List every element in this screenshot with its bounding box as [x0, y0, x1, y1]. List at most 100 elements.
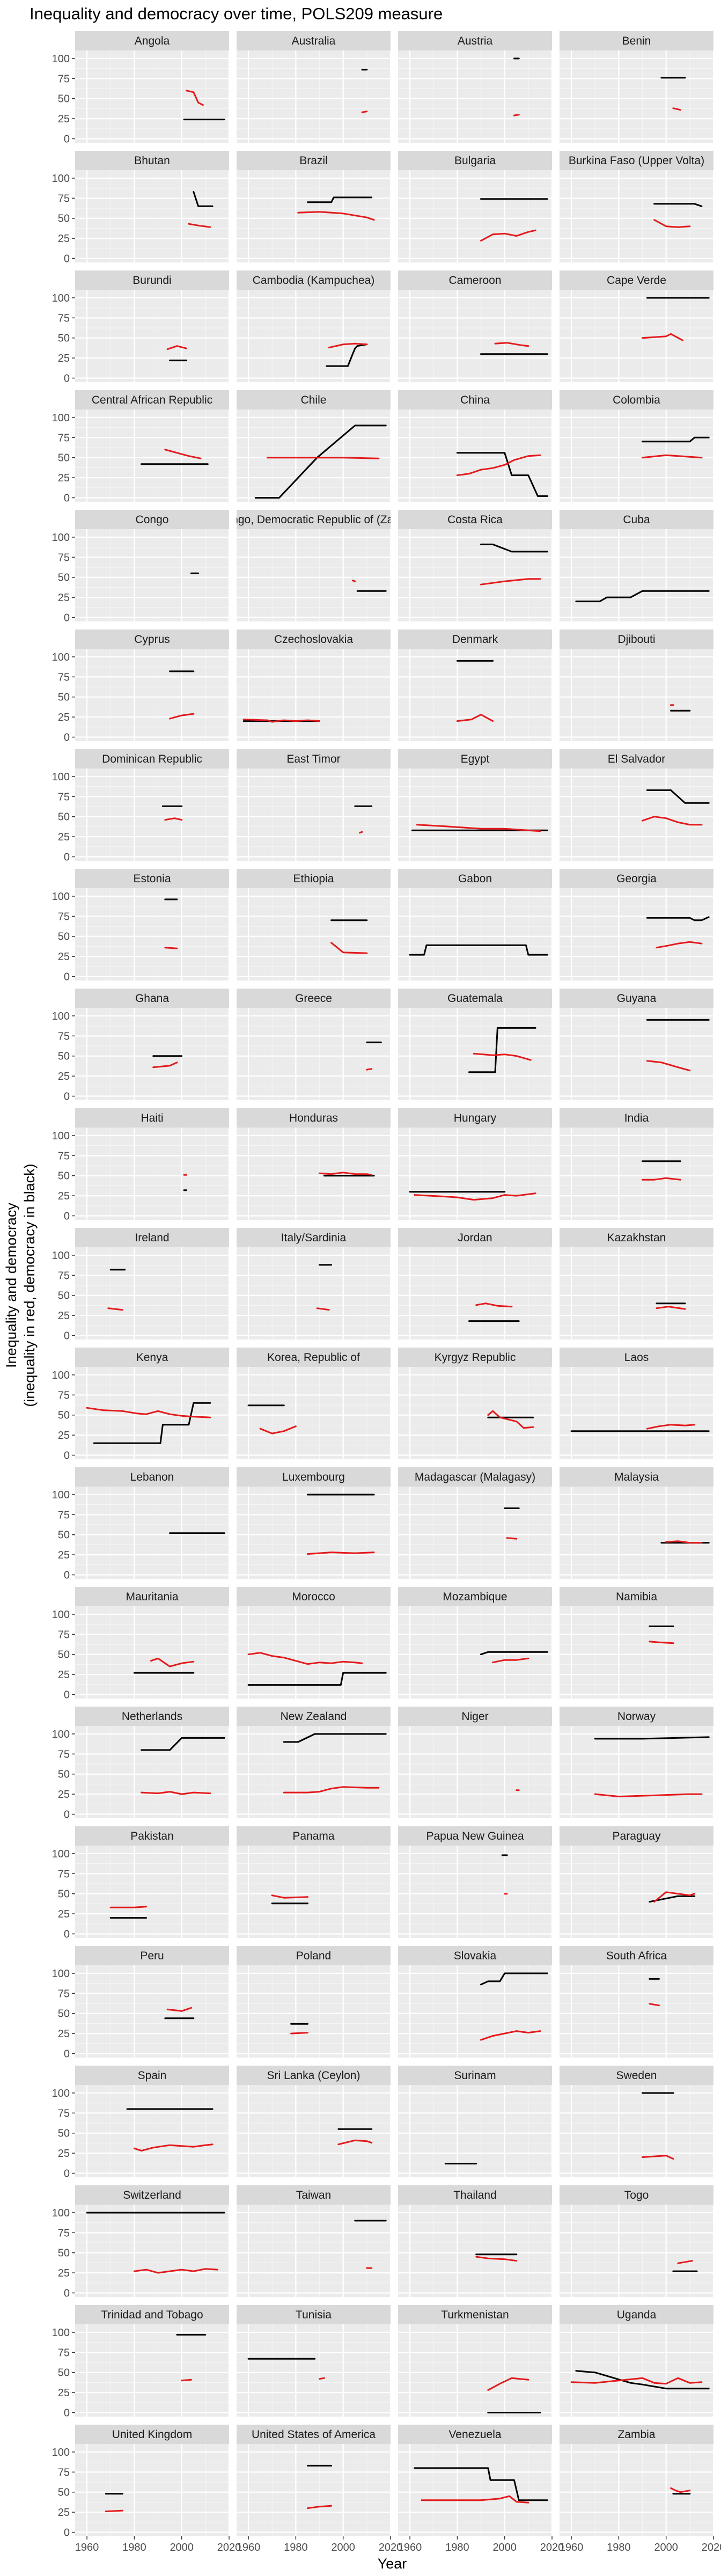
facet-strip [560, 2185, 713, 2205]
inequality-line [642, 816, 703, 826]
facet-strip-label: Guatemala [447, 992, 503, 1005]
y-tick-label: 0 [64, 1809, 70, 1821]
facet-strip-label: Bulgaria [454, 155, 496, 167]
facet-panel: Congo 0 25 50 75 100 [52, 510, 230, 624]
y-tick-label: 100 [52, 412, 70, 424]
facet-strip-label: Honduras [289, 1112, 338, 1124]
facet-strip-label: Cyprus [134, 633, 170, 646]
facet-panel: Jordan [398, 1228, 553, 1340]
facet-strip-label: Morocco [292, 1591, 335, 1603]
facet-strip-label: Panama [292, 1830, 335, 1842]
facet-strip [560, 869, 713, 888]
facet-strip [75, 1108, 229, 1128]
inequality-line [307, 1552, 375, 1555]
facet-strip-label: Hungary [454, 1112, 497, 1124]
facet-panel: Zambia 1960 1980 2000 2020 [560, 2425, 721, 2553]
y-tick-label: 75 [58, 2467, 70, 2478]
facet-strip [237, 2425, 391, 2444]
facet-strip-label: Bhutan [134, 155, 170, 167]
panel-background [560, 2324, 713, 2417]
facet-strip-label: Georgia [616, 873, 657, 885]
facet-strip [560, 1946, 713, 1965]
facet-strip-label: Guyana [617, 992, 657, 1005]
facet-strip [398, 1108, 552, 1128]
facet-strip [237, 1348, 391, 1367]
democracy-line [456, 452, 548, 497]
facet-panel: Czechoslovakia [237, 630, 392, 741]
inequality-line [642, 2155, 674, 2160]
y-tick-label: 50 [58, 572, 70, 584]
democracy-line [480, 1972, 548, 1986]
facet-panel: Laos [560, 1348, 715, 1459]
facet-panel: Uganda [560, 2305, 715, 2417]
y-tick-label: 100 [52, 173, 70, 185]
facet-strip [560, 2066, 713, 2085]
facet-strip [560, 630, 713, 649]
y-tick-label: 50 [58, 811, 70, 823]
panel-background [75, 1247, 229, 1340]
facet-strip [560, 270, 713, 290]
inequality-line [677, 2260, 693, 2264]
y-tick-label: 25 [58, 233, 70, 245]
panel-background [398, 2085, 552, 2177]
panel-background [398, 290, 552, 382]
panel-background [75, 1726, 229, 1818]
facet-strip-label: Trinidad and Tobago [101, 2309, 203, 2321]
inequality-line [653, 1891, 696, 1903]
facet-strip [398, 1587, 552, 1606]
facet-panel: Costa Rica [398, 510, 553, 621]
facet-strip-label: Congo [136, 514, 169, 526]
panel-background [237, 1247, 391, 1340]
panel-background [237, 1367, 391, 1459]
inequality-line [414, 1192, 536, 1201]
facet-strip [398, 390, 552, 409]
facet-strip [75, 2066, 229, 2085]
facet-panel: India [560, 1108, 715, 1220]
facet-strip [398, 749, 552, 769]
panel-background [398, 888, 552, 980]
facet-strip-label: Brazil [299, 155, 328, 167]
panel-background [398, 2444, 552, 2536]
democracy-line [575, 590, 710, 603]
facet-strip-label: Ghana [135, 992, 169, 1005]
facet-strip-label: East Timor [286, 753, 340, 765]
y-tick-label: 50 [58, 1051, 70, 1063]
facet-panel: Chile [237, 390, 392, 502]
panel-background [560, 1128, 713, 1220]
facet-strip [75, 1707, 229, 1726]
y-tick-label: 0 [64, 1689, 70, 1701]
y-tick-label: 50 [58, 333, 70, 345]
facet-strip [75, 2425, 229, 2444]
facet-strip-label: El Salvador [608, 753, 665, 765]
x-tick-label: 2020 [379, 2542, 403, 2553]
facet-strip [75, 270, 229, 290]
y-tick-label: 0 [64, 2048, 70, 2060]
facet-panel: Slovakia [398, 1946, 553, 2058]
y-tick-label: 100 [52, 771, 70, 783]
panel-background [237, 170, 391, 262]
y-tick-label: 100 [52, 1729, 70, 1740]
y-tick-label: 75 [58, 671, 70, 683]
facet-strip [75, 1348, 229, 1367]
panel-background [237, 290, 391, 382]
panel-background [398, 1726, 552, 1818]
inequality-line [181, 2379, 192, 2382]
democracy-line [93, 1402, 211, 1444]
panel-background [398, 170, 552, 262]
y-tick-label: 50 [58, 1410, 70, 1422]
y-tick-label: 75 [58, 432, 70, 444]
y-tick-label: 75 [58, 1150, 70, 1162]
y-tick-label: 0 [64, 2168, 70, 2180]
facet-strip [560, 749, 713, 769]
facet-strip [237, 630, 391, 649]
y-tick-label: 75 [58, 911, 70, 923]
y-tick-label: 50 [58, 452, 70, 464]
facet-strip-label: Egypt [461, 753, 490, 765]
panel-background [560, 1606, 713, 1699]
facet-panel: Trinidad and Tobago 0 25 50 75 100 [52, 2305, 230, 2419]
facet-strip-label: Mauritania [126, 1591, 178, 1603]
panel-background [398, 1487, 552, 1579]
facet-strip-label: Surinam [454, 2069, 496, 2082]
y-tick-label: 25 [58, 831, 70, 843]
facet-panel: Angola 0 25 50 75 100 [52, 31, 230, 145]
